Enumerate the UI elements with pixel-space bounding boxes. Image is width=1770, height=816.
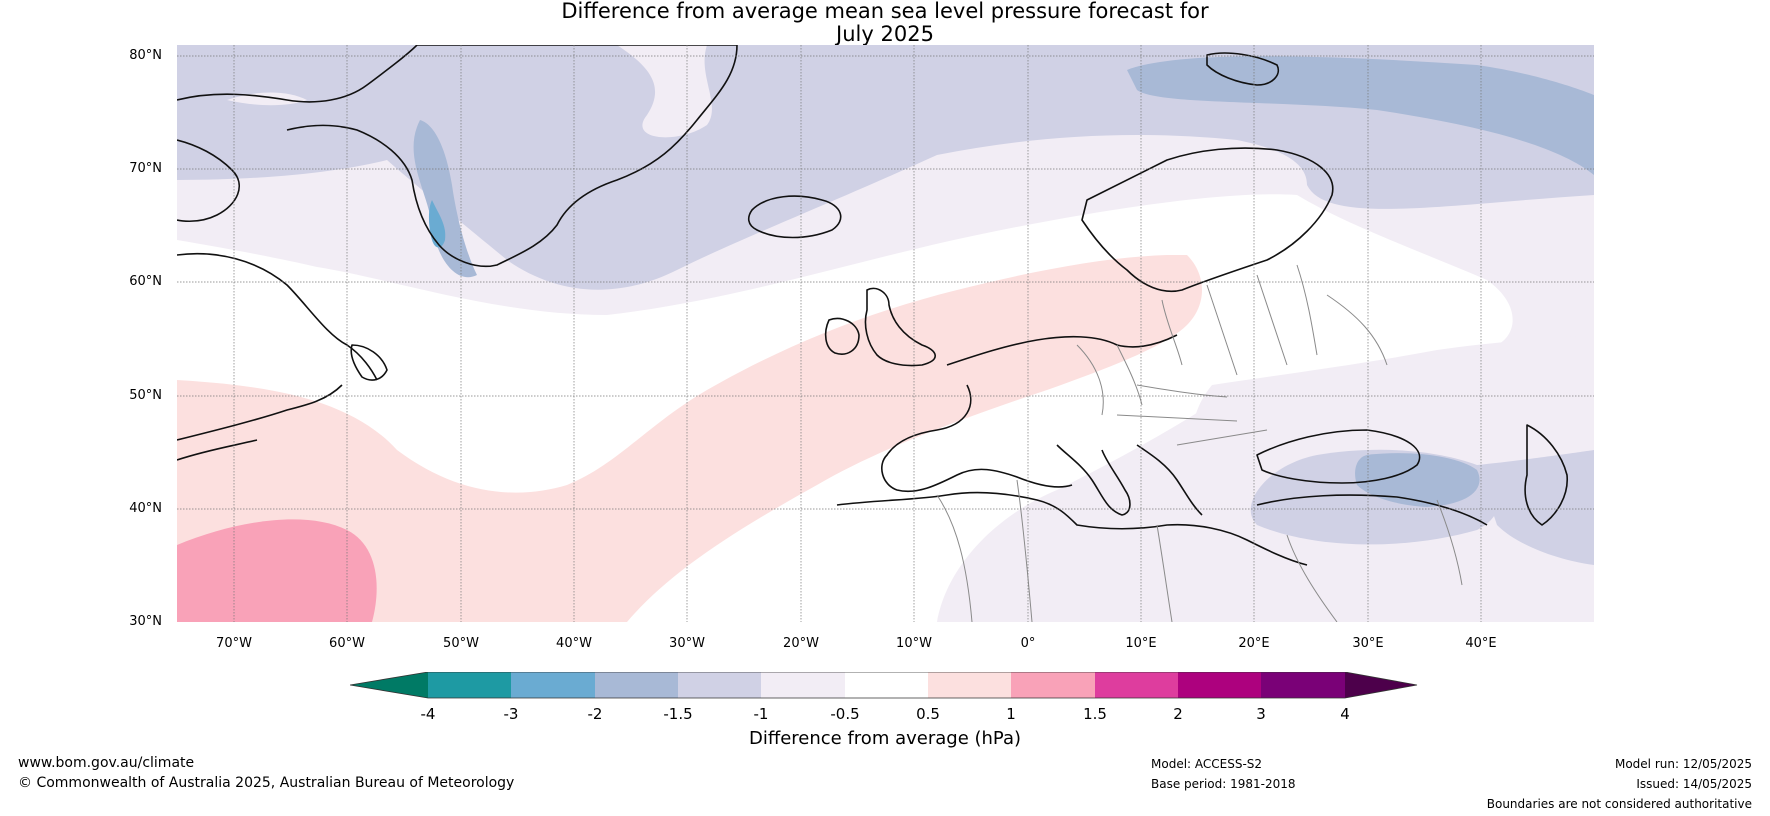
coast-north-africa bbox=[836, 491, 1308, 566]
lat-label-60n: 60°N bbox=[129, 274, 162, 289]
coast-ireland bbox=[824, 317, 860, 355]
coast-newfoundland bbox=[350, 344, 388, 381]
coast-italy-balkans bbox=[1056, 444, 1203, 516]
lon-label-70w: 70°W bbox=[216, 636, 252, 651]
lat-label-40n: 40°N bbox=[129, 501, 162, 516]
colorbar-swatch-2-3 bbox=[1178, 672, 1261, 698]
colorbar-swatch-neg3-neg2 bbox=[511, 672, 595, 698]
colorbar-swatch-0.5-1 bbox=[928, 672, 1011, 698]
colorbar-tick-4: 4 bbox=[1340, 705, 1350, 723]
colorbar-swatch-neg1.5-neg1 bbox=[678, 672, 761, 698]
colorbar-arrow-low bbox=[350, 672, 428, 698]
lon-label-60w: 60°W bbox=[329, 636, 365, 651]
coast-caspian bbox=[1524, 424, 1568, 526]
lon-label-20w: 20°W bbox=[783, 636, 819, 651]
colorbar-swatch-neg1-neg0.5 bbox=[761, 672, 845, 698]
map-svg bbox=[177, 45, 1594, 622]
colorbar-tick-0.5: 0.5 bbox=[916, 705, 940, 723]
region-neg1.5-east-edge bbox=[1477, 450, 1594, 565]
lat-label-50n: 50°N bbox=[129, 388, 162, 403]
borders-europe bbox=[1076, 264, 1388, 446]
lon-label-0: 0° bbox=[1020, 636, 1036, 651]
colorbar-swatch-3-4 bbox=[1261, 672, 1345, 698]
lon-label-30w: 30°W bbox=[669, 636, 705, 651]
footer-disclaimer: Boundaries are not considered authoritat… bbox=[1486, 797, 1752, 811]
map-title: Difference from average mean sea level p… bbox=[0, 0, 1770, 46]
coast-western-europe bbox=[881, 334, 1178, 493]
region-neg2-mediterranean bbox=[1355, 453, 1480, 507]
title-line-1: Difference from average mean sea level p… bbox=[561, 0, 1209, 23]
region-neg2-greenland-sea bbox=[1127, 56, 1594, 175]
coast-canada bbox=[177, 139, 378, 461]
coast-scandinavia bbox=[1081, 147, 1334, 293]
title-line-2: July 2025 bbox=[836, 22, 934, 46]
colorbar-swatch-neg2-neg1.5 bbox=[595, 672, 678, 698]
pressure-anomaly-map bbox=[177, 45, 1594, 622]
colorbar-tick-neg3: -3 bbox=[503, 705, 519, 723]
footer-copyright: © Commonwealth of Australia 2025, Austra… bbox=[18, 775, 515, 791]
colorbar-tick-neg4: -4 bbox=[420, 705, 436, 723]
colorbar-tick-3: 3 bbox=[1256, 705, 1266, 723]
lon-label-40w: 40°W bbox=[556, 636, 592, 651]
colorbar-tick-neg2: -2 bbox=[587, 705, 603, 723]
colorbar bbox=[349, 671, 1420, 732]
colorbar-tick-1: 1 bbox=[1006, 705, 1016, 723]
region-pos1-western-atlantic bbox=[177, 519, 377, 622]
coast-iceland bbox=[747, 195, 842, 239]
coast-svalbard bbox=[1206, 52, 1279, 86]
footer-issued: Issued: 14/05/2025 bbox=[1636, 777, 1752, 791]
lat-label-80n: 80°N bbox=[129, 48, 162, 63]
colorbar-swatch-1-1.5 bbox=[1011, 672, 1095, 698]
lat-label-30n: 30°N bbox=[129, 614, 162, 629]
coast-anatolia bbox=[1256, 494, 1488, 526]
colorbar-arrow-high bbox=[1345, 672, 1417, 698]
region-neg1-polar-patch bbox=[617, 45, 712, 138]
lon-label-20e: 20°E bbox=[1238, 636, 1270, 651]
colorbar-tick-neg0.5: -0.5 bbox=[830, 705, 860, 723]
lon-label-50w: 50°W bbox=[443, 636, 479, 651]
footer-model: Model: ACCESS-S2 bbox=[1151, 757, 1263, 771]
colorbar-swatch-1.5-2 bbox=[1095, 672, 1178, 698]
footer-base-period: Base period: 1981-2018 bbox=[1151, 777, 1296, 791]
region-neg3-greenland bbox=[428, 200, 446, 248]
borders-africa-middle-east bbox=[936, 479, 1463, 622]
region-pos0.5-band bbox=[177, 255, 1202, 622]
colorbar-tick-neg1.5: -1.5 bbox=[663, 705, 693, 723]
footer-model-run: Model run: 12/05/2025 bbox=[1614, 757, 1752, 771]
lon-label-30e: 30°E bbox=[1352, 636, 1384, 651]
colorbar-tick-2: 2 bbox=[1173, 705, 1183, 723]
colorbar-swatch-neg0.5-0.5 bbox=[845, 672, 928, 698]
lat-label-70n: 70°N bbox=[129, 161, 162, 176]
footer-website: www.bom.gov.au/climate bbox=[18, 755, 195, 771]
colorbar-svg bbox=[349, 671, 1418, 699]
coast-black-sea bbox=[1256, 429, 1421, 484]
lon-label-10w: 10°W bbox=[896, 636, 932, 651]
colorbar-tick-neg1: -1 bbox=[753, 705, 769, 723]
colorbar-label: Difference from average (hPa) bbox=[748, 728, 1022, 749]
lon-label-40e: 40°E bbox=[1465, 636, 1497, 651]
colorbar-swatch-neg4-neg3 bbox=[428, 672, 511, 698]
lon-label-10e: 10°E bbox=[1125, 636, 1157, 651]
colorbar-outline bbox=[349, 671, 1418, 699]
coast-great-britain bbox=[864, 287, 936, 367]
colorbar-tick-1.5: 1.5 bbox=[1083, 705, 1107, 723]
coast-greenland bbox=[177, 45, 738, 268]
